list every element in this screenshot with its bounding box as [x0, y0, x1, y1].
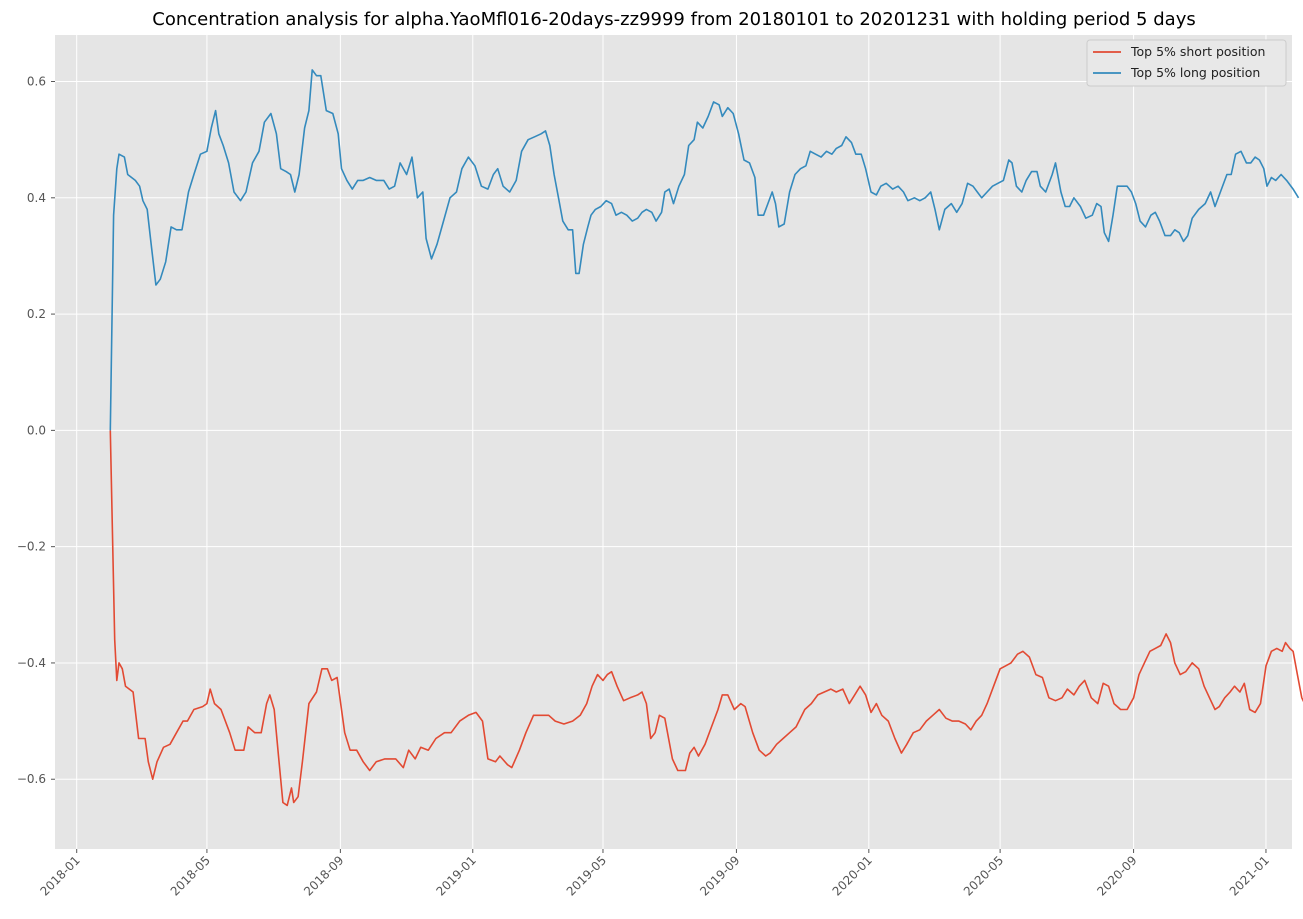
x-tick-label: 2018-05 — [168, 853, 213, 898]
y-tick-label: 0.2 — [27, 307, 46, 321]
y-tick-label: 0.0 — [27, 423, 46, 437]
chart-title: Concentration analysis for alpha.YaoMfl0… — [152, 9, 1195, 30]
y-tick-label: −0.6 — [17, 772, 46, 786]
y-tick-label: −0.2 — [17, 540, 46, 554]
x-tick-label: 2020-01 — [830, 853, 875, 898]
y-tick-label: 0.4 — [27, 191, 46, 205]
x-tick-label: 2021-01 — [1227, 853, 1272, 898]
y-tick-label: −0.4 — [17, 656, 46, 670]
x-tick-label: 2018-01 — [37, 853, 82, 898]
x-tick-label: 2018-09 — [301, 853, 346, 898]
x-tick-label: 2020-09 — [1094, 853, 1139, 898]
legend-label: Top 5% long position — [1130, 65, 1260, 80]
y-tick-label: 0.6 — [27, 75, 46, 89]
plot-area — [55, 35, 1292, 849]
x-tick-label: 2020-05 — [961, 853, 1006, 898]
x-tick-label: 2019-09 — [697, 853, 742, 898]
legend: Top 5% short position Top 5% long positio… — [1087, 40, 1286, 86]
legend-label: Top 5% short position — [1130, 44, 1265, 59]
x-tick-label: 2019-01 — [434, 853, 479, 898]
x-tick-label: 2019-05 — [564, 853, 609, 898]
